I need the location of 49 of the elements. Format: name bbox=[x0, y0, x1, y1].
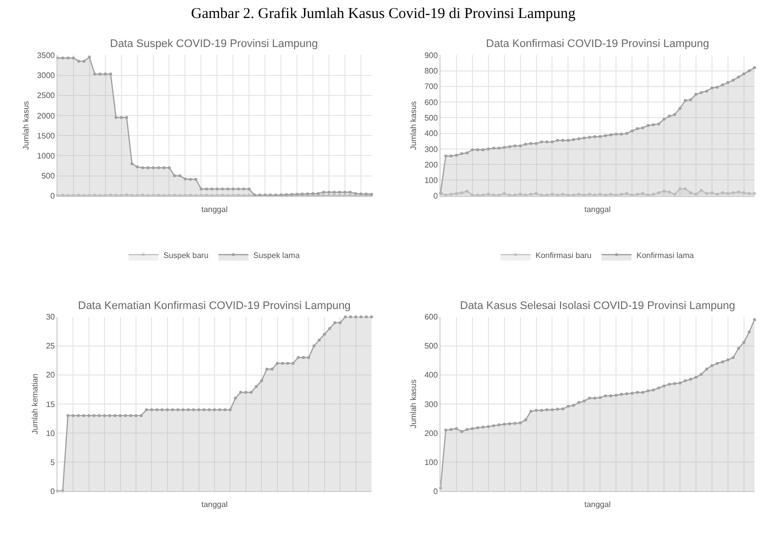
y-tick-label: 500 bbox=[424, 113, 438, 122]
y-tick-label: 300 bbox=[424, 144, 438, 154]
y-tick-label: 3500 bbox=[37, 50, 56, 60]
legend-label: Konfirmasi lama bbox=[636, 250, 694, 260]
y-tick-label: 500 bbox=[41, 172, 56, 181]
chart-title: Data Konfirmasi COVID-19 Provinsi Lampung bbox=[486, 38, 710, 50]
y-tick-label: 0 bbox=[433, 192, 438, 201]
x-axis-title: tanggal bbox=[201, 204, 228, 214]
y-tick-label: 0 bbox=[50, 486, 56, 496]
y-tick-label: 200 bbox=[424, 428, 438, 438]
y-tick-label: 25 bbox=[46, 342, 56, 351]
chart-title: Data Kasus Selesai Isolasi COVID-19 Provinsi Lampung bbox=[460, 300, 736, 312]
legend-label: Suspek baru bbox=[163, 250, 208, 260]
y-tick-label: 400 bbox=[424, 129, 438, 138]
y-tick-label: 15 bbox=[46, 400, 56, 409]
legend-label: Konfirmasi baru bbox=[535, 250, 592, 260]
y-tick-label: 700 bbox=[424, 82, 438, 92]
text: Gambar 2. Grafik Jumlah Kasus Covid-19 di Provinsi Lampung bbox=[191, 6, 576, 22]
y-tick-label: 1500 bbox=[37, 131, 56, 140]
y-tick-label: 900 bbox=[424, 50, 438, 60]
y-tick-label: 500 bbox=[424, 342, 438, 351]
y-axis-title: Jumlah kematian bbox=[30, 374, 40, 434]
y-tick-label: 30 bbox=[46, 312, 56, 322]
y-tick-label: 600 bbox=[424, 312, 438, 322]
y-tick-label: 100 bbox=[424, 176, 438, 186]
chart-title: Data Kematian Konfirmasi COVID-19 Provinsi Lampung bbox=[78, 300, 351, 312]
chart-title: Data Suspek COVID-19 Provinsi Lampung bbox=[110, 38, 318, 50]
y-tick-label: 300 bbox=[424, 400, 438, 409]
y-tick-label: 2000 bbox=[37, 111, 56, 120]
y-tick-label: 2500 bbox=[37, 91, 56, 100]
y-axis-title: Jumlah kasus bbox=[22, 101, 31, 150]
x-axis-title: tanggal bbox=[584, 500, 611, 509]
y-axis-title: Jumlah kasus bbox=[409, 101, 418, 150]
y-tick-label: 600 bbox=[424, 98, 438, 107]
y-tick-label: 200 bbox=[424, 160, 438, 170]
x-axis-title: tanggal bbox=[584, 204, 611, 214]
y-tick-label: 0 bbox=[50, 192, 56, 201]
y-tick-label: 10 bbox=[46, 428, 56, 438]
y-tick-label: 0 bbox=[433, 486, 438, 496]
y-tick-label: 400 bbox=[424, 370, 438, 380]
y-tick-label: 800 bbox=[424, 66, 438, 76]
y-tick-label: 3000 bbox=[37, 71, 56, 80]
y-tick-label: 5 bbox=[50, 458, 56, 467]
y-tick-label: 100 bbox=[424, 458, 438, 467]
y-tick-label: 1000 bbox=[37, 151, 56, 160]
y-axis-title: Jumlah kasus bbox=[409, 379, 418, 428]
y-tick-label: 20 bbox=[46, 370, 56, 380]
x-axis-title: tanggal bbox=[201, 500, 228, 509]
legend-label: Suspek lama bbox=[253, 250, 300, 260]
